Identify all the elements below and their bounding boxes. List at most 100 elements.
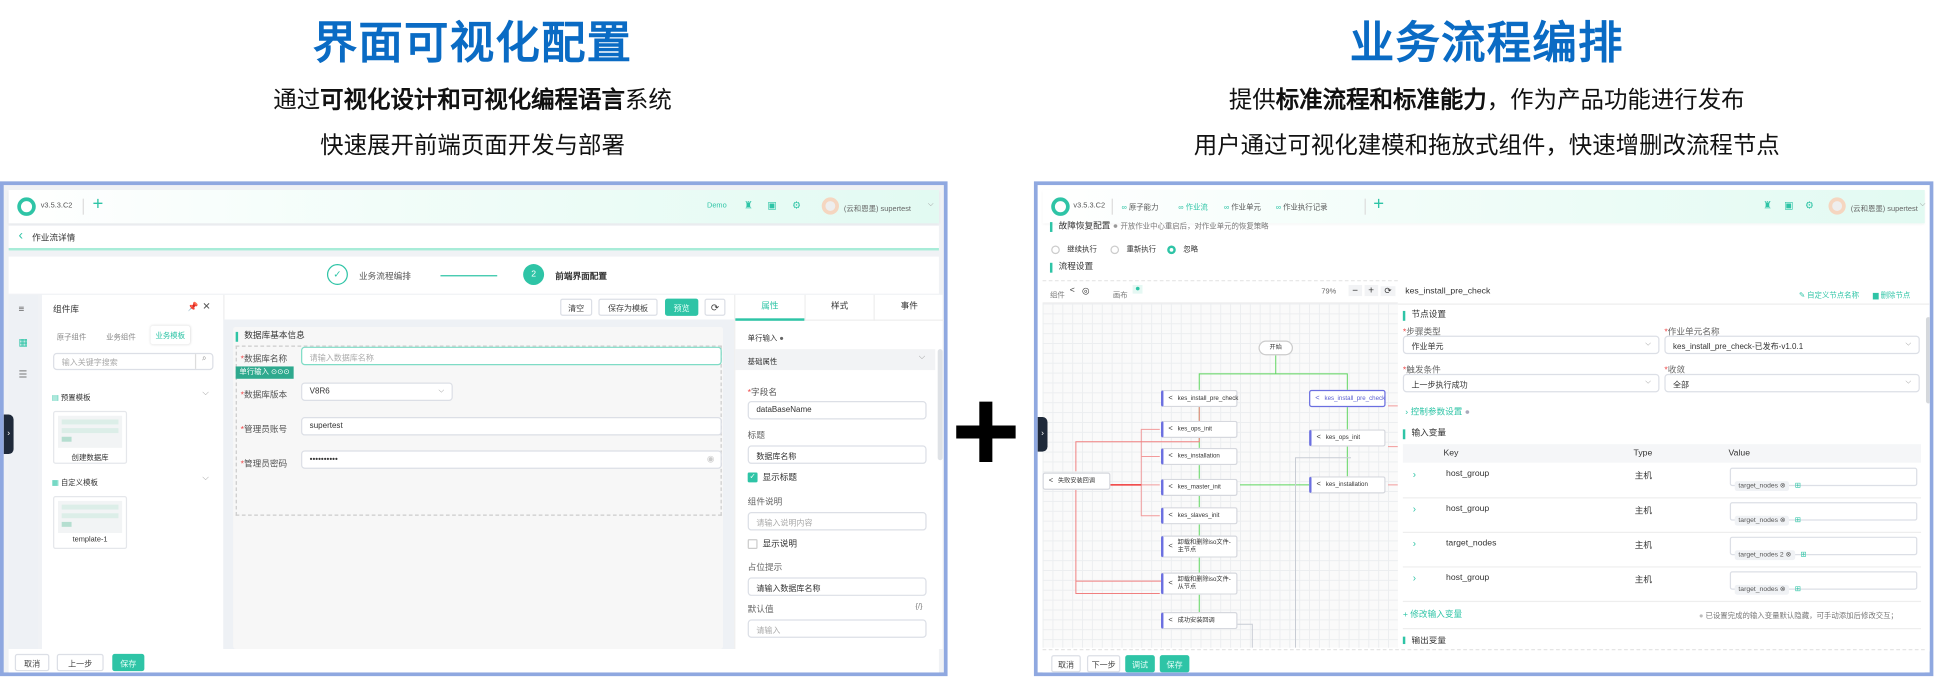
- save-template-button[interactable]: 保存为模板: [598, 298, 658, 316]
- show-title-checkbox[interactable]: ✓ 显示标题: [747, 471, 797, 483]
- expand-handle[interactable]: ›: [3, 414, 14, 455]
- field-name-input[interactable]: dataBaseName: [747, 400, 927, 420]
- cancel-button[interactable]: 取消: [1051, 655, 1081, 673]
- delete-node-button[interactable]: ▆ 删除节点: [1873, 289, 1910, 299]
- placeholder-input[interactable]: 请输入数据库名称: [747, 577, 927, 596]
- add-value-icon[interactable]: ⊞: [1794, 516, 1802, 525]
- chevron-down-icon[interactable]: ⌵: [927, 201, 934, 209]
- step-2-label[interactable]: 前端界面配置: [555, 272, 608, 282]
- close-icon[interactable]: ✕: [202, 301, 211, 313]
- flow-node[interactable]: < 卸载和删除iso文件-主节点: [1161, 535, 1238, 558]
- chevron-down-icon[interactable]: ⌵: [1919, 201, 1926, 209]
- bell-icon[interactable]: ♜: [1763, 199, 1772, 211]
- gear-icon[interactable]: ⚙: [1805, 199, 1814, 211]
- avatar[interactable]: [1828, 197, 1846, 215]
- add-value-icon[interactable]: ⊞: [1800, 551, 1807, 559]
- template-card[interactable]: template-1: [53, 495, 128, 550]
- unit-name-select[interactable]: kes_install_pre_check-已发布-v1.0.1 ⌵: [1664, 335, 1920, 355]
- expand-row-icon[interactable]: ›: [1412, 537, 1416, 550]
- search-icon[interactable]: ⌕: [194, 354, 212, 369]
- flow-node[interactable]: < 卸载和删除iso文件-从节点: [1161, 572, 1238, 595]
- nav-records[interactable]: ∞ 作业执行记录: [1276, 201, 1328, 212]
- chevron-down-icon[interactable]: ⌵: [202, 388, 209, 398]
- rename-node-button[interactable]: ✎ 自定义节点名称: [1799, 289, 1859, 299]
- back-icon[interactable]: ‹: [18, 228, 24, 244]
- trigger-select[interactable]: 上一步执行成功 ⌵: [1402, 373, 1660, 393]
- db-version-select[interactable]: V8R6 ⌵: [301, 382, 453, 401]
- next-step-button[interactable]: 下一步: [1086, 655, 1121, 673]
- user-menu[interactable]: (云和恩墨) supertest: [843, 206, 911, 214]
- add-value-icon[interactable]: ⊞: [1794, 482, 1802, 490]
- gear-icon[interactable]: ⚙: [792, 199, 801, 211]
- row-value-input[interactable]: target_nodes ⊗ ⊞: [1729, 467, 1918, 492]
- clipboard-icon[interactable]: ▣: [1784, 199, 1794, 211]
- row-value-input[interactable]: target_nodes ⊗ ⊞: [1729, 571, 1918, 595]
- component-tag[interactable]: 单行输入 ⊙⊙⊙: [235, 366, 294, 379]
- eye-icon[interactable]: ◉: [706, 455, 715, 464]
- add-value-icon[interactable]: ⊞: [1794, 586, 1802, 594]
- zoom-out-button[interactable]: −: [1348, 285, 1362, 297]
- radio-ignore[interactable]: 忽略: [1167, 243, 1198, 254]
- clear-button[interactable]: 清空: [560, 298, 593, 316]
- nav-units[interactable]: ∞ 作业单元: [1224, 201, 1261, 212]
- search-input[interactable]: 输入关键字搜索 ⌕: [53, 352, 214, 371]
- scrollbar[interactable]: [937, 349, 943, 461]
- save-button[interactable]: 保存: [1159, 655, 1190, 673]
- modify-inputs-button[interactable]: + 修改输入变量: [1403, 608, 1462, 620]
- tag-close-icon[interactable]: ⊗: [1779, 516, 1786, 525]
- tag-close-icon[interactable]: ⊗: [1779, 482, 1786, 490]
- flow-start-node[interactable]: 开始: [1258, 340, 1294, 356]
- hand-icon[interactable]: ●: [1132, 285, 1143, 294]
- expand-row-icon[interactable]: ›: [1412, 572, 1416, 584]
- expand-handle[interactable]: ›: [1037, 417, 1048, 452]
- group-basic[interactable]: 基础属性 ⌵: [735, 349, 936, 371]
- flow-node[interactable]: < 成功安装回调: [1161, 611, 1238, 630]
- zoom-in-button[interactable]: +: [1364, 285, 1378, 297]
- flow-node-selected[interactable]: < kes_install_pre_check: [1309, 389, 1386, 408]
- align-icon[interactable]: ≡: [18, 303, 25, 315]
- flow-node[interactable]: < kes_installation: [1161, 447, 1238, 466]
- add-tab-button[interactable]: +: [92, 193, 104, 215]
- avatar[interactable]: [821, 197, 839, 215]
- list-settings-icon[interactable]: ☰: [18, 368, 28, 381]
- reset-zoom-button[interactable]: ⟳: [1380, 286, 1396, 297]
- tab-business[interactable]: 业务组件: [106, 334, 136, 342]
- expand-row-icon[interactable]: ›: [1412, 468, 1416, 480]
- expand-row-icon[interactable]: ›: [1412, 503, 1416, 515]
- admin-password-input[interactable]: •••••••••• ◉: [301, 450, 722, 469]
- debug-button[interactable]: 调试: [1125, 655, 1155, 673]
- scrollbar[interactable]: [1925, 317, 1930, 404]
- show-desc-checkbox[interactable]: 显示说明: [747, 538, 797, 550]
- copy-icon[interactable]: ⊙: [271, 368, 278, 377]
- flow-node[interactable]: < kes_ops_init: [1309, 429, 1386, 447]
- clipboard-icon[interactable]: ▣: [767, 199, 777, 211]
- section-preset[interactable]: ▤ 预置模板: [52, 391, 91, 402]
- bell-icon[interactable]: ♜: [743, 199, 753, 211]
- step-1-label[interactable]: 业务流程编排: [359, 272, 411, 282]
- nav-workflow[interactable]: ∞ 作业流: [1178, 201, 1208, 212]
- target-icon[interactable]: ◎: [1082, 287, 1090, 297]
- row-value-input[interactable]: target_nodes ⊗ ⊞: [1729, 502, 1918, 526]
- default-input[interactable]: 请输入: [747, 619, 927, 638]
- template-card[interactable]: 创建数据库: [53, 410, 128, 464]
- step-type-select[interactable]: 作业单元 ⌵: [1402, 335, 1660, 355]
- admin-account-input[interactable]: supertest: [301, 417, 722, 436]
- section-custom[interactable]: ▦ 自定义模板: [52, 476, 98, 487]
- flow-node[interactable]: < kes_ops_init: [1161, 420, 1238, 438]
- chevron-down-icon[interactable]: ⌵: [202, 473, 209, 483]
- tab-atomic[interactable]: 原子组件: [56, 334, 87, 342]
- refresh-icon[interactable]: ⟳: [704, 298, 726, 316]
- pin-icon[interactable]: 📌: [187, 303, 199, 313]
- add-tab-button[interactable]: +: [1373, 193, 1385, 215]
- db-name-input[interactable]: 请输入数据库名称: [301, 346, 722, 366]
- radio-continue[interactable]: 继续执行: [1051, 243, 1097, 254]
- flow-canvas[interactable]: 开始 < kes_install_pre_check < kes_ops_init …: [1042, 303, 1398, 648]
- flow-node[interactable]: < kes_install_pre_check: [1161, 389, 1238, 408]
- user-menu[interactable]: (云和恩墨) supertest: [1850, 206, 1918, 214]
- flow-node[interactable]: < kes_installation: [1309, 476, 1386, 494]
- tab-events[interactable]: 事件: [873, 294, 944, 321]
- preview-button[interactable]: 预览: [665, 298, 699, 316]
- converge-select[interactable]: 全部 ⌵: [1664, 373, 1920, 393]
- row-value-input[interactable]: target_nodes 2 ⊗ ⊞: [1729, 536, 1918, 561]
- flow-node[interactable]: < kes_slaves_init: [1161, 507, 1238, 525]
